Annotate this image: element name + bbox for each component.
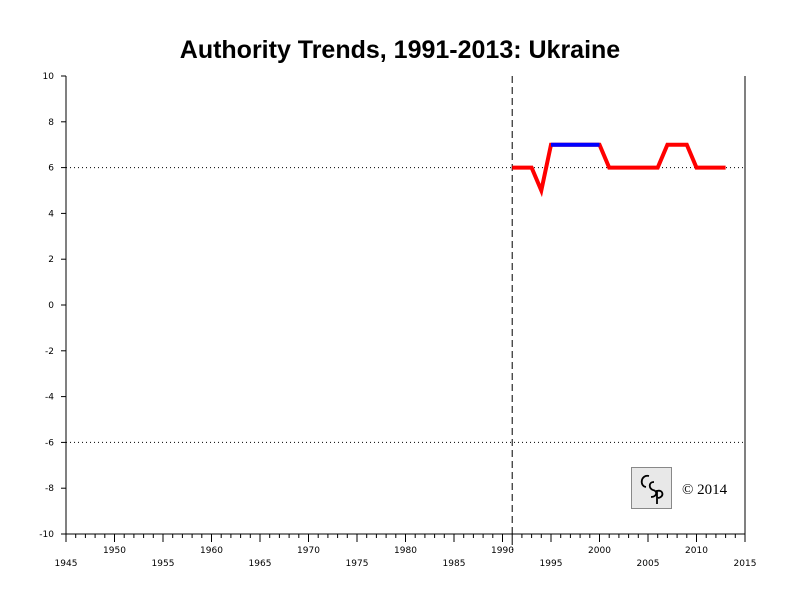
y-tick-label: 2: [48, 255, 54, 265]
x-tick-label: 2000: [588, 546, 611, 556]
y-tick-label: -2: [45, 347, 54, 357]
x-tick-label: 1995: [540, 559, 563, 569]
x-tick-label: 1955: [152, 559, 175, 569]
y-tick-label: 8: [48, 118, 54, 128]
y-tick-label: -10: [39, 530, 54, 540]
csp-logo: [631, 467, 672, 509]
x-tick-label: 2015: [734, 559, 757, 569]
x-tick-label: 1990: [491, 546, 514, 556]
x-tick-label: 1950: [103, 546, 126, 556]
series-group: [512, 142, 726, 198]
x-tick-label: 1960: [200, 546, 223, 556]
x-tick-label: 1970: [297, 546, 320, 556]
chart-title: Authority Trends, 1991-2013: Ukraine: [179, 36, 621, 64]
y-tick-label: 6: [48, 164, 54, 174]
x-tick-label: 1945: [55, 559, 78, 569]
x-tick-label: 1975: [346, 559, 369, 569]
series-line-0: [512, 142, 726, 198]
x-tick-label: 1980: [394, 546, 417, 556]
x-tick-label: 1965: [249, 559, 272, 569]
y-tick-label: -4: [45, 393, 54, 403]
ticks-group: 10 8 6 4 2 0 -2 -4 -6 -8 -10 1950 1960 1970 1980 1990 20…: [39, 72, 756, 569]
y-tick-label: -8: [45, 484, 54, 494]
x-tick-label: 2005: [637, 559, 660, 569]
copyright-notice: © 2014: [682, 482, 728, 498]
y-tick-label: 4: [48, 209, 54, 219]
y-tick-label: 10: [43, 72, 55, 82]
x-tick-label: 1985: [443, 559, 466, 569]
y-tick-label: 0: [48, 301, 54, 311]
y-tick-label: -6: [45, 438, 54, 448]
x-tick-label: 2010: [685, 546, 708, 556]
